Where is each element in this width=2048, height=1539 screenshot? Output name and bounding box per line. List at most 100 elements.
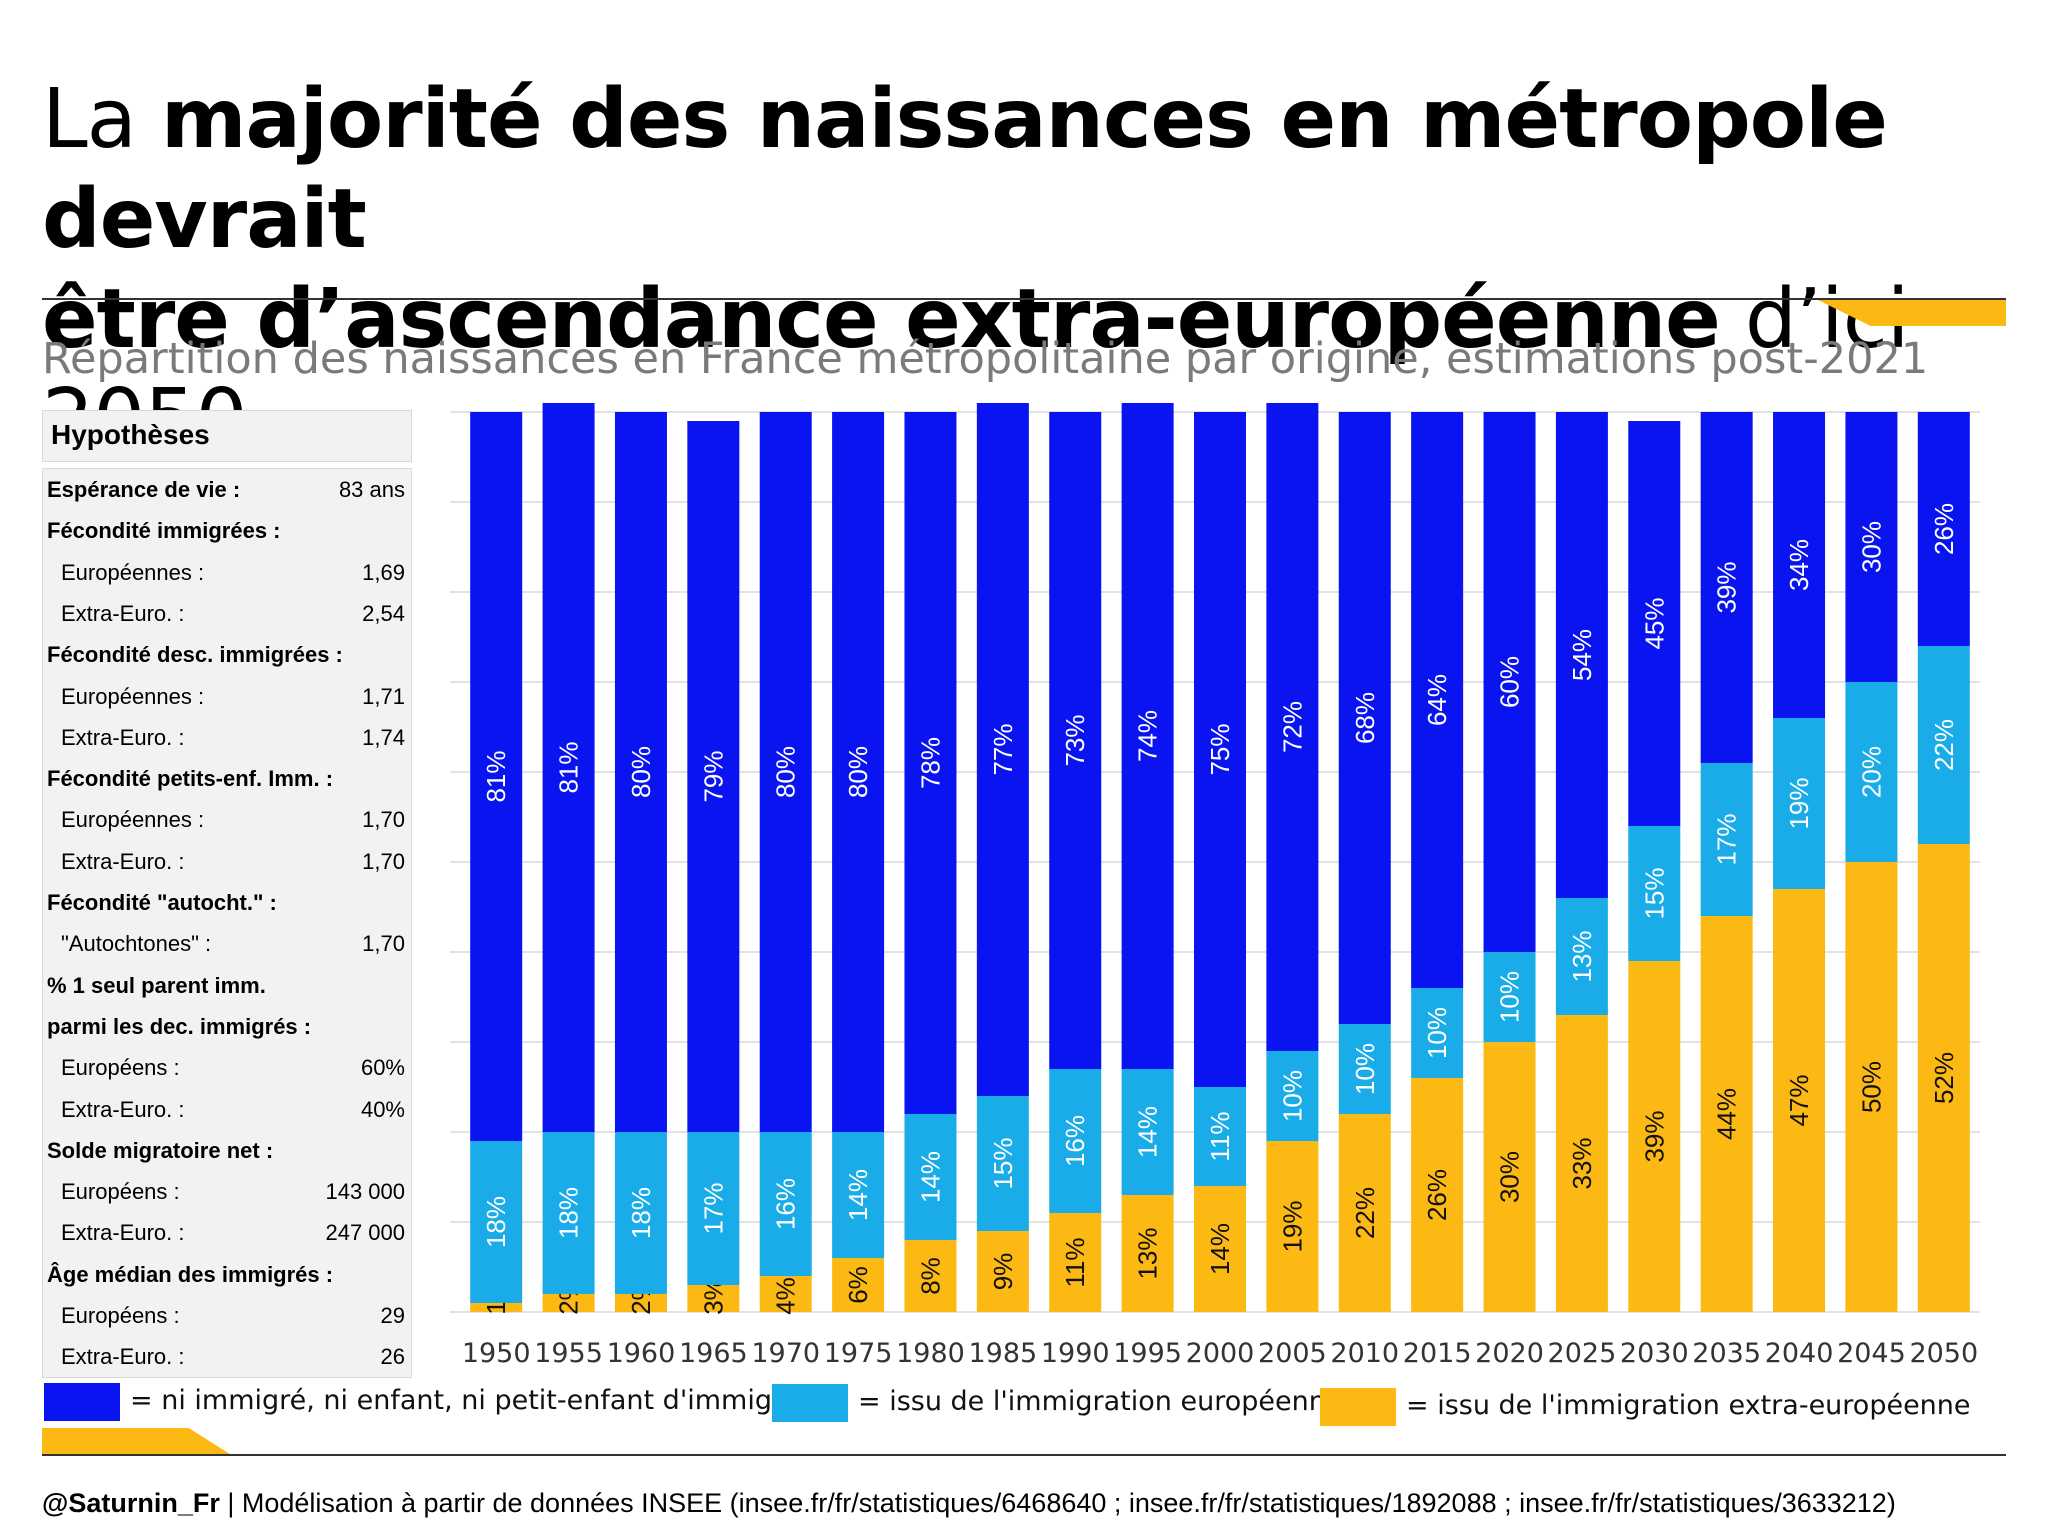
footer-source: Modélisation à partir de données INSEE (…	[241, 1488, 1896, 1518]
hypothesis-value: 1,71	[362, 683, 405, 709]
bar-segment	[1121, 1069, 1174, 1195]
bar-segment	[1700, 412, 1753, 763]
data-label: 14%	[1205, 1223, 1235, 1275]
title-bold-2: être d’ascendance extra-européenne	[42, 272, 1721, 367]
hypothesis-label: Fécondité immigrées :	[47, 518, 281, 544]
hypothesis-label: Espérance de vie :	[47, 477, 241, 502]
data-label: 22%	[1350, 1187, 1380, 1239]
legend-swatch	[1320, 1388, 1396, 1426]
data-label: 16%	[1060, 1115, 1090, 1167]
data-label: 81%	[481, 750, 511, 802]
data-label: 13%	[1567, 930, 1597, 982]
data-label: 26%	[1422, 1169, 1452, 1221]
bar-segment	[1049, 412, 1102, 1069]
hypothesis-label: Extra-Euro. :	[61, 1096, 185, 1122]
data-label: 45%	[1639, 597, 1669, 649]
bar-segment	[1194, 1087, 1246, 1186]
hypothesis-row: Européennes : 1,69	[43, 552, 409, 593]
x-tick-label: 2045	[1837, 1338, 1906, 1369]
hypothesis-row: Extra-Euro. : 2,54	[43, 593, 409, 634]
x-tick-label: 1980	[896, 1338, 965, 1369]
data-label: 80%	[843, 746, 873, 798]
chart-subtitle: Répartition des naissances en France mét…	[42, 334, 1929, 384]
bar-segment	[1555, 1015, 1608, 1312]
data-label: 75%	[1205, 723, 1235, 775]
bar-segment	[759, 1132, 812, 1276]
hypothesis-value: 1,70	[362, 931, 405, 957]
data-label: 10%	[1350, 1043, 1380, 1095]
bar-segment	[1049, 1213, 1102, 1312]
x-tick-label: 1995	[1113, 1338, 1182, 1369]
hypotheses-panel: Espérance de vie : 83 ans Fécondité immigr…	[42, 468, 412, 1378]
x-tick-label: 1985	[968, 1338, 1037, 1369]
bar-segment	[832, 1132, 885, 1258]
hypothesis-value: 29	[380, 1303, 405, 1328]
data-label: 11%	[1060, 1237, 1090, 1287]
data-label: 10%	[1495, 971, 1525, 1023]
bar-segment	[1194, 412, 1246, 1087]
hypothesis-label: Européens :	[61, 1179, 180, 1205]
data-label: 14%	[843, 1169, 873, 1221]
hypothesis-value: 247 000	[325, 1220, 405, 1246]
hypothesis-label: Européens :	[61, 1055, 180, 1081]
hypothesis-label: Européennes :	[61, 807, 205, 833]
data-label: 14%	[1133, 1106, 1163, 1158]
footer-handle[interactable]: @Saturnin_Fr	[42, 1488, 220, 1518]
x-tick-label: 2000	[1186, 1338, 1255, 1369]
data-label: 30%	[1495, 1151, 1525, 1203]
x-tick-label: 1990	[1041, 1338, 1110, 1369]
data-label: 78%	[915, 737, 945, 789]
hypothesis-label: Âge médian des immigrés :	[47, 1261, 334, 1287]
hypothesis-row: Extra-Euro. : 1,74	[43, 717, 409, 758]
legend-swatch	[772, 1384, 848, 1422]
hypothesis-row: Européens : 29	[43, 1295, 409, 1336]
bar-segment	[1628, 421, 1681, 826]
legend-swatch	[44, 1383, 120, 1421]
bar-segment	[832, 1258, 885, 1312]
bar-segment	[904, 1240, 957, 1312]
hypothesis-row: Fécondité desc. immigrées :	[43, 634, 409, 675]
data-label: 15%	[988, 1137, 1018, 1189]
hypothesis-row: parmi les dec. immigrés :	[43, 1006, 409, 1047]
x-tick-label: 1955	[534, 1338, 603, 1369]
data-label: 9%	[988, 1253, 1018, 1291]
x-tick-label: 2015	[1403, 1338, 1472, 1369]
bar-segment	[1845, 682, 1898, 862]
hypothesis-row: Fécondité immigrées :	[43, 510, 409, 551]
x-tick-label: 2030	[1620, 1338, 1689, 1369]
hypothesis-row: Européens : 143 000	[43, 1171, 409, 1212]
bar-segment	[1338, 1114, 1391, 1312]
data-label: 4%	[771, 1277, 801, 1315]
legend-label: = ni immigré, ni enfant, ni petit-enfant…	[130, 1385, 800, 1416]
x-tick-label: 1970	[751, 1338, 820, 1369]
data-label: 26%	[1929, 503, 1959, 555]
data-label: 13%	[1133, 1227, 1163, 1279]
hypothesis-value: 2,54	[362, 600, 405, 626]
bar-segment	[1266, 1051, 1319, 1141]
x-tick-label: 2010	[1330, 1338, 1399, 1369]
legend-label: = issu de l'immigration extra-européenne	[1406, 1390, 1971, 1421]
bar-segment	[1628, 961, 1681, 1312]
x-tick-label: 2005	[1258, 1338, 1327, 1369]
bar-segment	[1917, 844, 1970, 1312]
bar-segment	[1773, 889, 1826, 1312]
hypothesis-label: "Autochtones" :	[61, 931, 212, 957]
data-label: 80%	[771, 746, 801, 798]
x-tick-label: 2020	[1475, 1338, 1544, 1369]
hypothesis-value: 83 ans	[338, 477, 405, 502]
hypothesis-row: Fécondité "autocht." :	[43, 882, 409, 923]
hypothesis-label: Européennes :	[61, 683, 205, 709]
x-tick-label: 2040	[1765, 1338, 1834, 1369]
bar-segment	[614, 1294, 667, 1312]
footer-credit: @Saturnin_Fr | Modélisation à partir de …	[42, 1488, 1896, 1519]
bar-segment	[470, 412, 523, 1141]
hypothesis-label: Fécondité petits-enf. Imm. :	[47, 766, 334, 792]
hypothesis-value: 1,69	[362, 559, 405, 585]
data-label: 17%	[1712, 813, 1742, 865]
data-label: 19%	[1277, 1200, 1307, 1252]
bar-segment	[1555, 412, 1608, 898]
bar-segment	[1773, 412, 1826, 718]
bar-segment	[1411, 412, 1464, 988]
bar-segment	[1483, 412, 1536, 952]
bar-segment	[1121, 1195, 1174, 1312]
